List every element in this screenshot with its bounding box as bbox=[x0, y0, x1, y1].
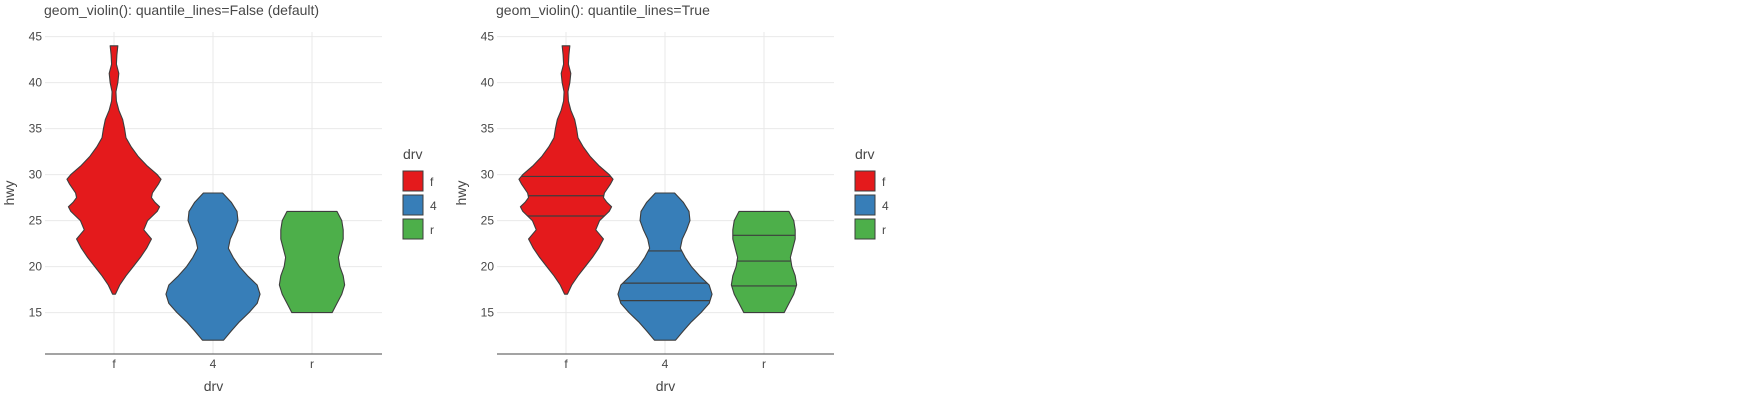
violin-4 bbox=[165, 192, 261, 341]
legend-swatch-4 bbox=[854, 194, 876, 216]
x-axis-label: drv bbox=[204, 378, 223, 394]
y-tick-label: 35 bbox=[481, 122, 495, 136]
violin-r bbox=[730, 210, 798, 314]
y-axis-label: hwy bbox=[453, 181, 469, 206]
chart-title: geom_violin(): quantile_lines=True bbox=[496, 2, 710, 18]
y-tick-label: 30 bbox=[481, 168, 495, 182]
y-axis-label: hwy bbox=[1, 181, 17, 206]
violin-f bbox=[66, 45, 162, 295]
legend-swatch-4 bbox=[402, 194, 424, 216]
y-tick-label: 15 bbox=[481, 306, 495, 320]
legend-label: f bbox=[430, 175, 434, 189]
y-tick-label: 25 bbox=[29, 214, 43, 228]
y-tick-label: 45 bbox=[29, 30, 43, 44]
legend-label: 4 bbox=[430, 199, 437, 213]
y-tick-label: 25 bbox=[481, 214, 495, 228]
x-tick-label: f bbox=[564, 357, 568, 371]
violin-4 bbox=[617, 192, 713, 341]
violin-f bbox=[518, 45, 614, 295]
legend-swatch-f bbox=[854, 170, 876, 192]
x-tick-label: 4 bbox=[210, 357, 217, 371]
violin-r bbox=[278, 210, 346, 314]
y-tick-label: 35 bbox=[29, 122, 43, 136]
y-tick-label: 40 bbox=[29, 76, 43, 90]
legend-label: r bbox=[430, 223, 434, 237]
chart-title: geom_violin(): quantile_lines=False (def… bbox=[44, 2, 319, 18]
legend-swatch-f bbox=[402, 170, 424, 192]
y-tick-label: 40 bbox=[481, 76, 495, 90]
y-tick-label: 20 bbox=[29, 260, 43, 274]
x-tick-label: f bbox=[112, 357, 116, 371]
legend-swatch-r bbox=[854, 218, 876, 240]
legend-label: r bbox=[882, 223, 886, 237]
y-tick-label: 15 bbox=[29, 306, 43, 320]
legend-title: drv bbox=[403, 146, 422, 162]
legend-label: 4 bbox=[882, 199, 889, 213]
panel-1: geom_violin(): quantile_lines=False (def… bbox=[1, 2, 437, 394]
y-tick-label: 20 bbox=[481, 260, 495, 274]
x-tick-label: r bbox=[310, 357, 314, 371]
x-tick-label: r bbox=[762, 357, 766, 371]
x-axis-label: drv bbox=[656, 378, 675, 394]
legend-swatch-r bbox=[402, 218, 424, 240]
legend-label: f bbox=[882, 175, 886, 189]
y-tick-label: 30 bbox=[29, 168, 43, 182]
x-tick-label: 4 bbox=[662, 357, 669, 371]
legend-title: drv bbox=[855, 146, 874, 162]
panel-2: geom_violin(): quantile_lines=True 15 20 25… bbox=[453, 2, 889, 394]
y-tick-label: 45 bbox=[481, 30, 495, 44]
